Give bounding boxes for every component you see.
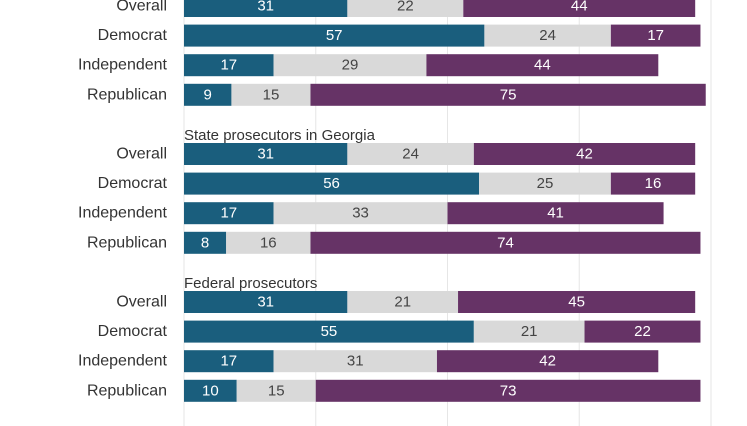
group-title: State prosecutors in Georgia bbox=[184, 127, 376, 144]
data-label: 75 bbox=[500, 86, 517, 103]
bar-segment bbox=[584, 320, 701, 343]
data-label: 21 bbox=[394, 294, 411, 311]
data-label: 15 bbox=[263, 86, 280, 103]
row-label: Overall bbox=[116, 0, 167, 15]
data-label: 31 bbox=[257, 0, 274, 15]
bar-segment bbox=[436, 350, 659, 373]
bar-segment bbox=[479, 172, 611, 195]
data-label: 41 bbox=[547, 205, 564, 222]
bar-segment bbox=[426, 54, 659, 77]
group-titles: State prosecutors in Georgia Federal pros… bbox=[184, 127, 376, 292]
data-label: 31 bbox=[347, 353, 364, 370]
bar-segment bbox=[473, 320, 585, 343]
bar-segment bbox=[347, 0, 464, 17]
x-axis-ticks: 0 25 50 75 100% bbox=[180, 424, 732, 426]
data-label: 42 bbox=[539, 353, 556, 370]
data-label: 10 bbox=[202, 382, 219, 399]
bar-segment bbox=[184, 0, 348, 17]
data-label: 16 bbox=[260, 234, 277, 251]
bar-segment bbox=[184, 202, 274, 225]
data-label: 22 bbox=[397, 0, 414, 15]
row-label: Independent bbox=[78, 205, 168, 222]
bar-segment bbox=[610, 172, 696, 195]
data-label: 17 bbox=[220, 205, 237, 222]
data-label: 73 bbox=[500, 382, 517, 399]
x-tick-label: 50 bbox=[439, 424, 457, 426]
bar-segment bbox=[484, 24, 611, 47]
bar-segment bbox=[447, 202, 664, 225]
row-label: Democrat bbox=[98, 27, 168, 44]
row-label: Republican bbox=[87, 382, 167, 399]
row-label: Independent bbox=[78, 57, 168, 74]
data-label: 24 bbox=[539, 27, 556, 44]
bar-segment bbox=[184, 24, 485, 47]
bar-segment bbox=[310, 231, 701, 254]
data-label: 9 bbox=[204, 86, 212, 103]
row-label: Republican bbox=[87, 86, 167, 103]
bar-segment bbox=[310, 83, 706, 106]
x-tick-label: 25 bbox=[307, 424, 325, 426]
row-labels: Overall Democrat Independent Republican Over… bbox=[78, 0, 168, 399]
bar-segment bbox=[184, 350, 274, 373]
data-label: 25 bbox=[537, 175, 554, 192]
row-label: Democrat bbox=[98, 323, 168, 340]
bar-segment bbox=[347, 291, 459, 313]
x-tick-label: 100% bbox=[691, 424, 732, 426]
group-title: Federal prosecutors bbox=[184, 275, 317, 292]
row-label: Republican bbox=[87, 234, 167, 251]
bar-segment bbox=[473, 143, 696, 165]
row-label: Overall bbox=[116, 294, 167, 311]
data-label: 44 bbox=[534, 57, 551, 74]
data-label: 16 bbox=[645, 175, 662, 192]
data-label: 31 bbox=[257, 294, 274, 311]
x-tick-label: 75 bbox=[570, 424, 588, 426]
data-label: 17 bbox=[220, 353, 237, 370]
row-label: Democrat bbox=[98, 175, 168, 192]
data-label: 15 bbox=[268, 382, 285, 399]
segment-labels: 31 22 44 57 24 17 17 29 44 9 15 75 31 24 42 56 25 16 17 33 4… bbox=[201, 0, 664, 399]
bar-segment bbox=[273, 202, 448, 225]
bar-segment bbox=[184, 379, 237, 402]
data-label: 22 bbox=[634, 323, 651, 340]
bar-segment bbox=[184, 54, 274, 77]
bar-segment bbox=[463, 0, 696, 17]
bar-segment bbox=[184, 143, 348, 165]
row-label: Overall bbox=[116, 146, 167, 163]
bar-segment bbox=[273, 54, 427, 77]
row-label: Independent bbox=[78, 353, 168, 370]
data-label: 74 bbox=[497, 234, 514, 251]
x-tick-label: 0 bbox=[180, 424, 189, 426]
bar-segment bbox=[184, 291, 348, 313]
data-label: 31 bbox=[257, 146, 274, 163]
data-label: 8 bbox=[201, 234, 209, 251]
bar-segment bbox=[610, 24, 701, 47]
bar-segment bbox=[231, 83, 311, 106]
bar-segment bbox=[184, 83, 232, 106]
data-label: 24 bbox=[402, 146, 419, 163]
data-label: 21 bbox=[521, 323, 538, 340]
bar-segment bbox=[184, 320, 474, 343]
data-label: 42 bbox=[576, 146, 593, 163]
data-label: 45 bbox=[568, 294, 585, 311]
bar-segment bbox=[347, 143, 474, 165]
data-label: 57 bbox=[326, 27, 343, 44]
bar-segment bbox=[458, 291, 696, 313]
data-label: 29 bbox=[342, 57, 359, 74]
bar-segment bbox=[184, 231, 227, 254]
bars bbox=[184, 0, 706, 402]
data-label: 55 bbox=[321, 323, 338, 340]
bar-segment bbox=[184, 172, 480, 195]
data-label: 44 bbox=[571, 0, 588, 15]
data-label: 33 bbox=[352, 205, 369, 222]
bar-segment bbox=[236, 379, 316, 402]
data-label: 56 bbox=[323, 175, 340, 192]
bar-segment bbox=[315, 379, 701, 402]
data-label: 17 bbox=[647, 27, 664, 44]
bar-segment bbox=[273, 350, 437, 373]
bar-segment bbox=[226, 231, 311, 254]
data-label: 17 bbox=[220, 57, 237, 74]
